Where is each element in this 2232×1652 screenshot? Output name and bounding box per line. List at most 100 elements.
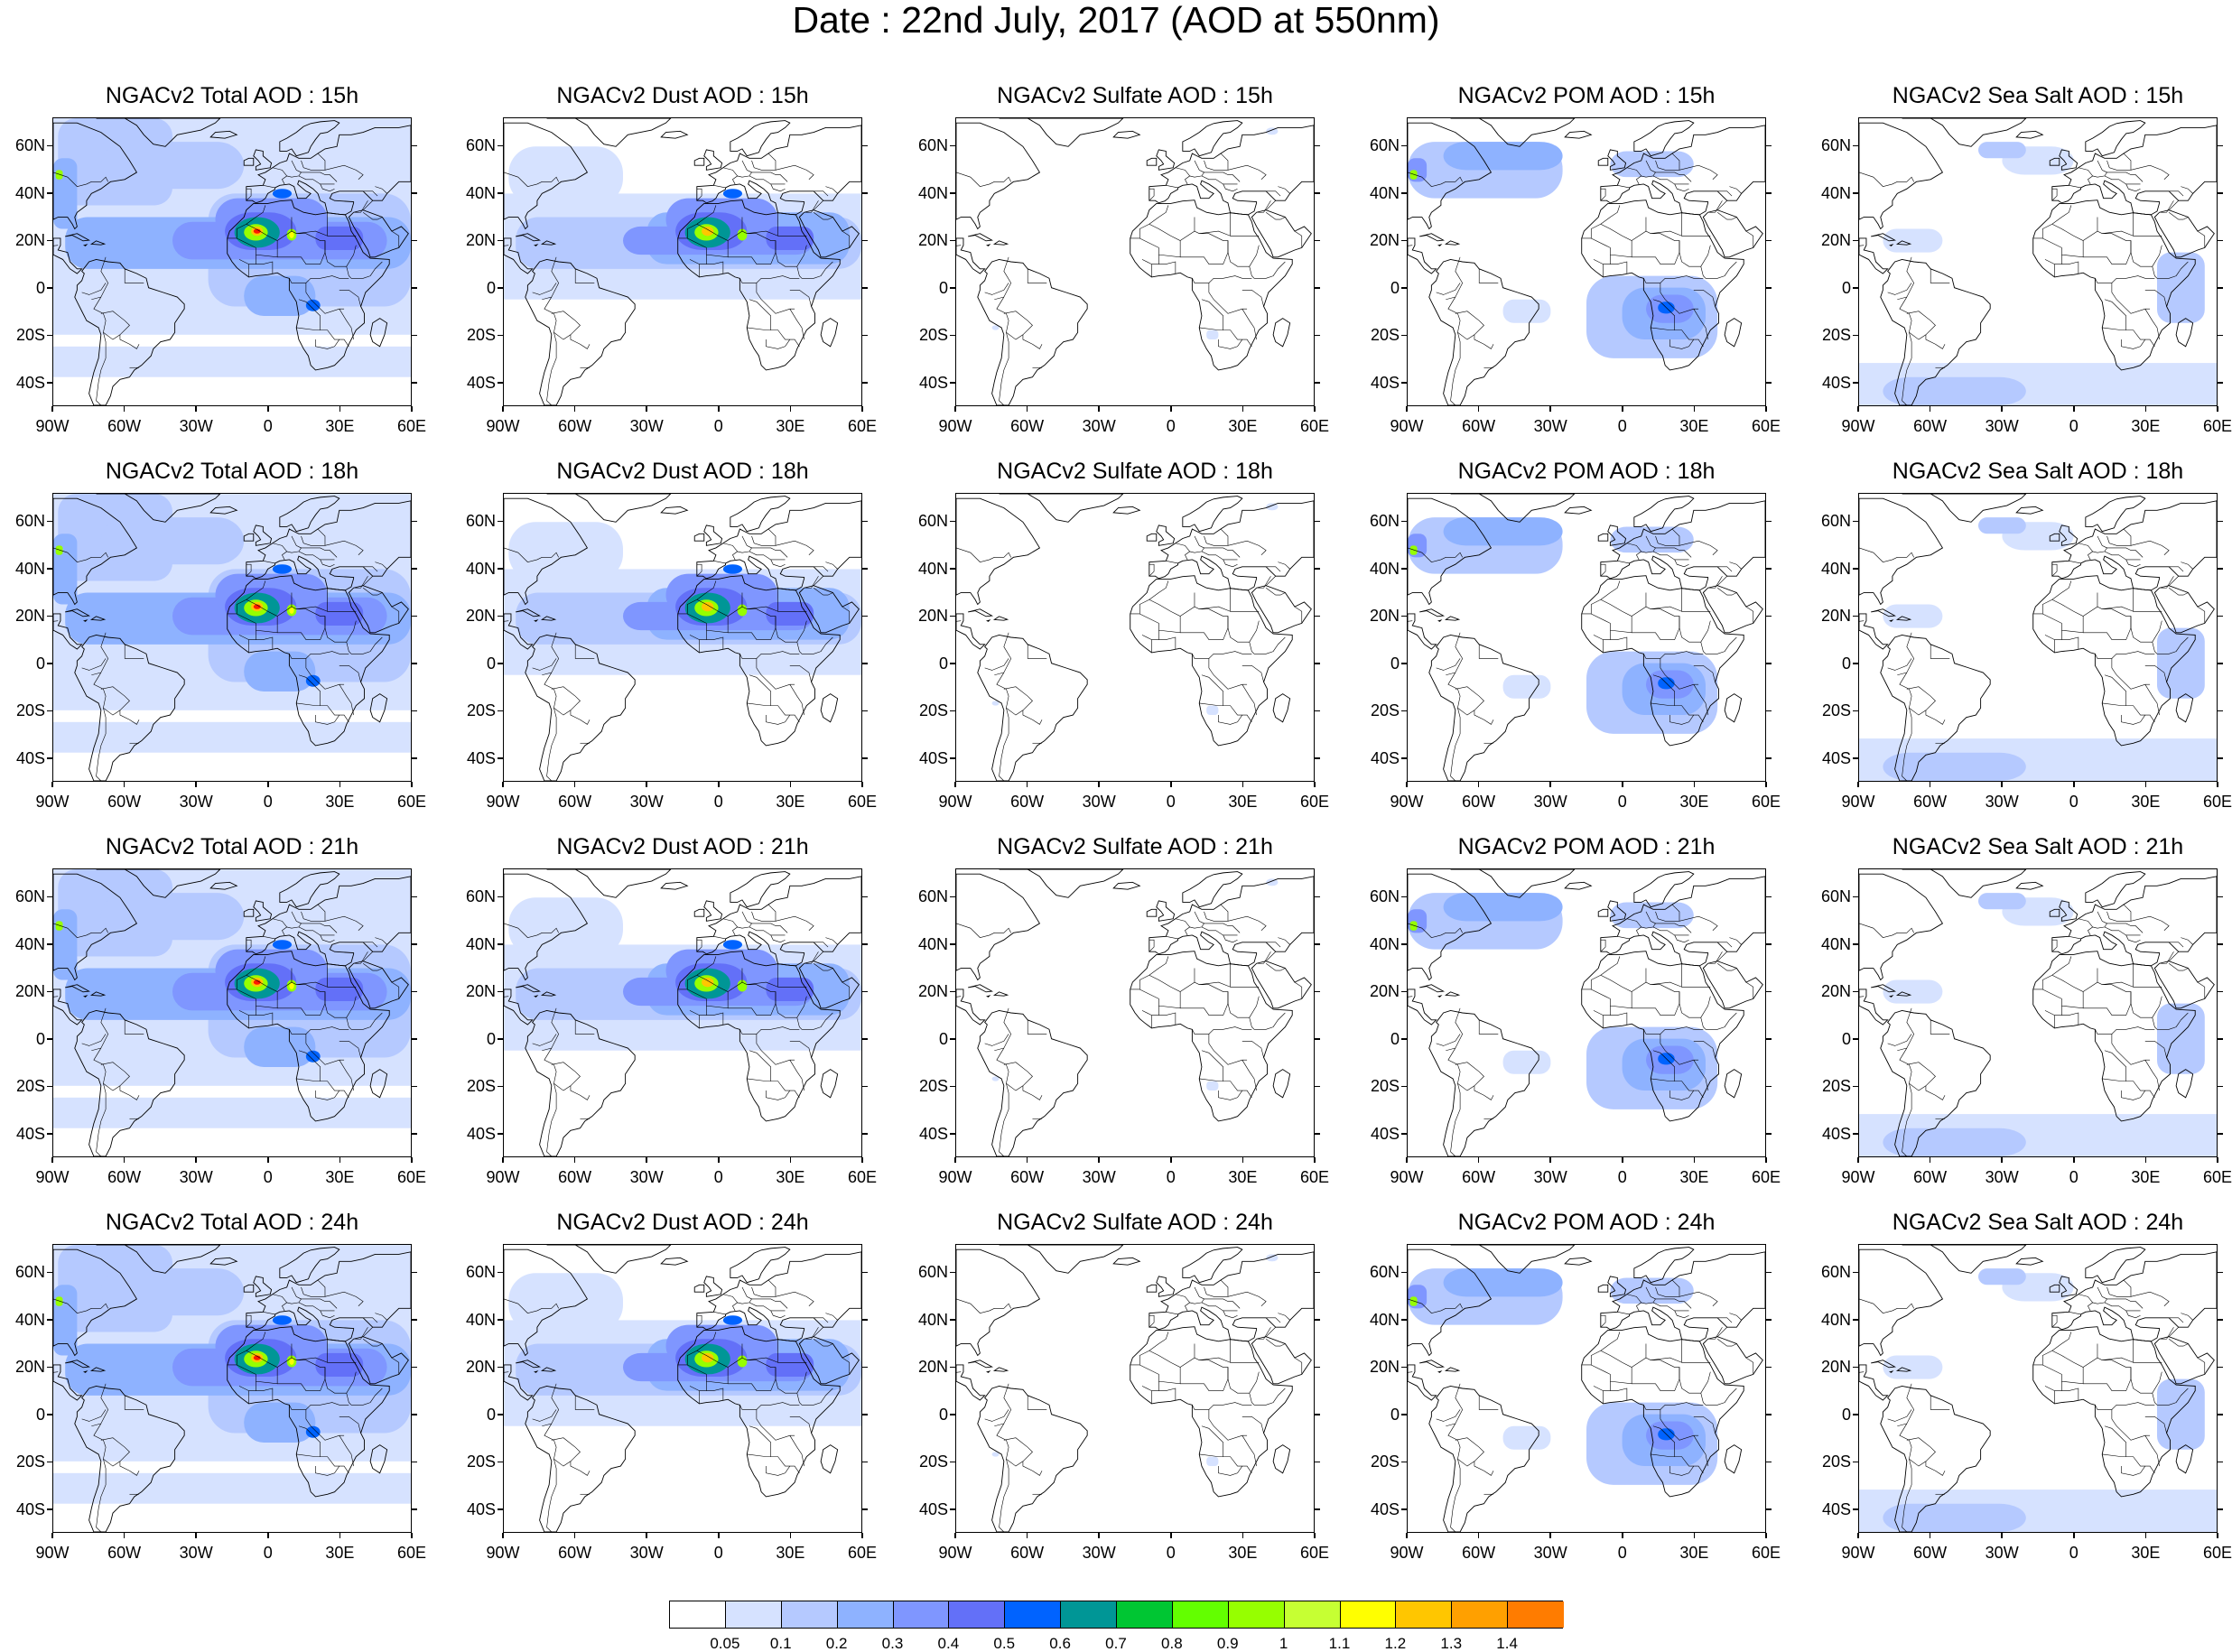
country-border: [362, 951, 373, 961]
lat-tick-mark: [1401, 568, 1407, 570]
country-border: [1265, 1327, 1276, 1337]
coastline: [53, 988, 83, 1026]
country-border: [1022, 710, 1043, 725]
country-border: [574, 268, 595, 283]
country-border: [1745, 230, 1754, 248]
country-border: [2111, 658, 2151, 690]
lat-tick-mark: [950, 1038, 955, 1040]
coastline: [1251, 961, 1312, 1009]
country-border: [1166, 185, 1178, 189]
coastline: [1633, 871, 1695, 908]
coastline: [89, 240, 107, 246]
aod-patch: [53, 909, 78, 980]
country-border: [956, 923, 1011, 938]
country-border: [1679, 991, 1711, 1018]
coastline: [798, 585, 860, 634]
lon-tick-label: 60W: [107, 1544, 142, 1562]
coastline: [348, 209, 409, 258]
aod-patch: [1610, 151, 1694, 178]
country-border: [315, 1465, 340, 1476]
coastline: [504, 497, 589, 606]
country-border: [1679, 915, 1718, 931]
country-border: [1681, 963, 1711, 988]
country-border: [256, 1381, 274, 1401]
coastline: [540, 991, 557, 997]
colorbar-box: [1228, 1601, 1285, 1628]
aod-patch: [1883, 376, 2026, 405]
lat-tick-mark: [498, 1319, 503, 1321]
country-border: [2095, 1402, 2155, 1410]
country-border: [1887, 283, 1912, 295]
country-border: [93, 1047, 130, 1091]
coastline: [1251, 1336, 1312, 1385]
aod-shading: [53, 118, 411, 377]
lat-tick-mark: [862, 144, 868, 147]
coastline: [693, 533, 705, 542]
country-border: [362, 576, 373, 586]
lat-tick-label: 60N: [917, 512, 948, 531]
lon-tick-mark: [1857, 1533, 1859, 1538]
coastline: [516, 1360, 542, 1369]
country-border: [1175, 918, 1191, 936]
country-border: [996, 1423, 1033, 1467]
aod-patch: [1502, 299, 1551, 323]
country-border: [1655, 153, 1680, 171]
lon-tick-mark: [267, 1157, 269, 1163]
coastline: [1724, 1444, 1743, 1474]
country-border: [2106, 153, 2132, 171]
country-border: [2159, 951, 2174, 964]
lat-tick-mark: [950, 1319, 955, 1321]
lon-tick-label: 90W: [1390, 1544, 1424, 1562]
country-border: [1158, 630, 1176, 650]
coastline: [504, 613, 534, 650]
country-border: [2044, 1010, 2062, 1016]
country-border: [1617, 1312, 1630, 1315]
country-border: [984, 658, 1009, 671]
coastline: [1428, 1009, 1539, 1156]
map-panel-pom-18h: [1407, 493, 1766, 782]
country-border: [996, 672, 1033, 716]
coastline: [1450, 869, 1576, 898]
lon-tick-mark: [1026, 406, 1028, 412]
lat-tick-mark: [47, 520, 52, 523]
coastline: [1428, 258, 1539, 405]
figure-title: Date : 22nd July, 2017 (AOD at 550nm): [792, 0, 1440, 41]
lat-tick-label: 20S: [918, 701, 948, 720]
lat-tick-mark: [1766, 1319, 1772, 1321]
country-border: [722, 543, 739, 561]
country-border: [1930, 268, 1950, 283]
country-border: [1902, 1083, 1912, 1156]
aod-patch: [253, 1355, 261, 1360]
coastline: [1600, 876, 1765, 967]
panel-title: NGACv2 Total AOD : 24h: [105, 1210, 359, 1235]
coastline: [1437, 995, 1443, 998]
lat-tick-mark: [950, 239, 955, 242]
country-border: [1631, 1357, 1680, 1391]
country-border: [1693, 1041, 1716, 1058]
lat-tick-label: 40N: [1820, 1310, 1851, 1329]
lat-tick-mark: [498, 663, 503, 664]
colorbar: [669, 1601, 1564, 1629]
lon-tick-label: 60W: [1010, 417, 1045, 435]
lat-tick-label: 20N: [1820, 982, 1851, 1001]
coastline: [1607, 524, 1627, 546]
lat-tick-mark: [1853, 287, 1858, 289]
country-border: [1189, 1286, 1204, 1304]
lat-tick-mark: [1315, 1414, 1320, 1415]
aod-patch: [244, 1026, 316, 1067]
country-border: [813, 576, 823, 586]
lat-tick-label: 0: [486, 278, 496, 297]
coastline: [2032, 200, 2196, 371]
coastline: [1130, 575, 1293, 747]
country-border: [789, 1435, 804, 1467]
lat-tick-mark: [1766, 943, 1772, 945]
country-border: [2095, 651, 2155, 659]
lat-tick-mark: [1315, 568, 1320, 570]
coastline: [279, 120, 340, 157]
country-border: [1208, 1409, 1248, 1441]
aod-shading: [991, 503, 1279, 716]
lon-tick-mark: [573, 1157, 576, 1163]
country-border: [1610, 255, 1628, 274]
country-border: [81, 1034, 107, 1046]
aod-patch: [1883, 1355, 1943, 1379]
